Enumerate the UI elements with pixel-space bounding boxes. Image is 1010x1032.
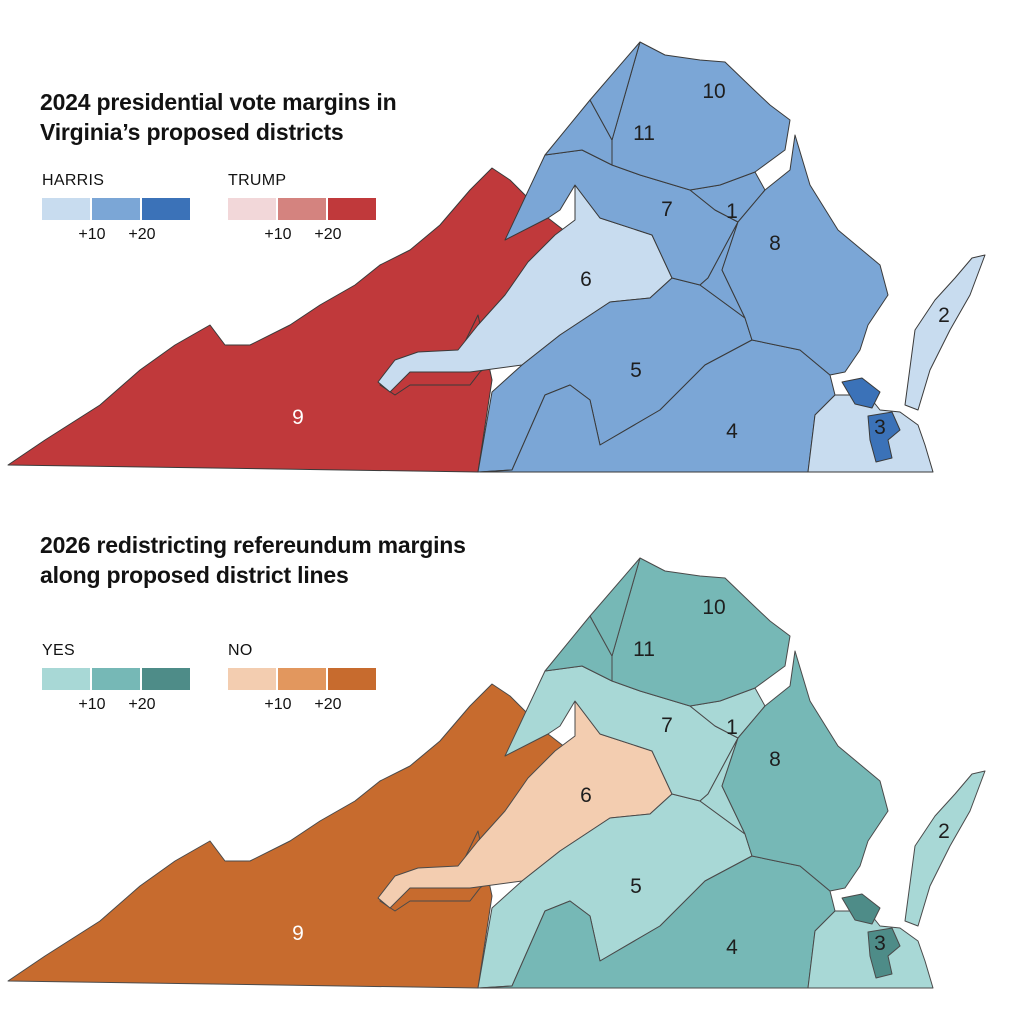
district-label-9: 9 — [292, 406, 304, 429]
district-11-east — [589, 41, 641, 141]
title-line-1: 2024 presidential vote margins in — [40, 89, 397, 115]
district-3-core — [841, 893, 881, 925]
district-11 — [544, 99, 613, 166]
legend-tick-10: +10 — [78, 696, 106, 713]
virginia-district-map: 9 6 5 4 7 1 8 10 11 2 3 — [7, 557, 986, 989]
legend-swatch-low — [42, 198, 90, 220]
district-3-core-south — [867, 411, 901, 463]
legend-swatch-low — [42, 668, 90, 690]
district-label-3: 3 — [874, 416, 886, 439]
legend-label: NO — [228, 642, 253, 659]
legend-swatch-mid — [92, 668, 140, 690]
district-label-11: 11 — [633, 638, 655, 661]
district-2 — [904, 254, 986, 411]
map-title: 2024 presidential vote margins in Virgin… — [40, 87, 397, 147]
legend-tick-10: +10 — [264, 696, 292, 713]
district-label-9: 9 — [292, 922, 304, 945]
title-line-1: 2026 redistricting refereundum margins — [40, 532, 466, 558]
title-line-2: Virginia’s proposed districts — [40, 119, 344, 145]
district-8 — [721, 134, 889, 376]
district-label-4: 4 — [726, 420, 738, 443]
district-label-3: 3 — [874, 932, 886, 955]
district-11-east — [589, 557, 641, 657]
legend-swatch-high — [142, 668, 190, 690]
legend-swatch-mid — [278, 198, 326, 220]
legend-tick-20: +20 — [314, 696, 342, 713]
district-label-8: 8 — [769, 232, 781, 255]
legend-tick-10: +10 — [264, 226, 292, 243]
district-2 — [904, 770, 986, 927]
district-label-7: 7 — [661, 198, 673, 221]
legend-swatch-mid — [278, 668, 326, 690]
district-label-8: 8 — [769, 748, 781, 771]
legend-tick-20: +20 — [128, 226, 156, 243]
legend-label: YES — [42, 642, 75, 659]
virginia-district-map: 9 6 5 4 7 1 8 10 11 2 3 — [7, 41, 986, 473]
district-label-11: 11 — [633, 122, 655, 145]
district-11 — [544, 615, 613, 682]
district-label-2: 2 — [938, 820, 950, 843]
legend-tick-10: +10 — [78, 226, 106, 243]
legend-no: NO +10 +20 — [228, 642, 378, 713]
legend-swatch-high — [142, 198, 190, 220]
legend-swatch-low — [228, 198, 276, 220]
district-10 — [611, 41, 791, 191]
legend-swatch-high — [328, 198, 376, 220]
district-label-1: 1 — [726, 200, 738, 223]
district-label-10: 10 — [702, 80, 725, 103]
district-3-core — [841, 377, 881, 409]
district-label-6: 6 — [580, 268, 592, 291]
district-label-7: 7 — [661, 714, 673, 737]
legend-label: HARRIS — [42, 172, 105, 189]
legend-yes: YES +10 +20 — [42, 642, 192, 713]
legend-tick-20: +20 — [314, 226, 342, 243]
district-label-4: 4 — [726, 936, 738, 959]
map-title: 2026 redistricting refereundum margins a… — [40, 530, 466, 590]
district-8 — [721, 650, 889, 892]
map-panel-2024: 2024 presidential vote margins in Virgin… — [0, 0, 1010, 500]
legend-label: TRUMP — [228, 172, 287, 189]
district-label-1: 1 — [726, 716, 738, 739]
legend-harris: HARRIS +10 +20 — [42, 172, 192, 243]
district-label-6: 6 — [580, 784, 592, 807]
district-3-core-south — [867, 927, 901, 979]
legend-tick-20: +20 — [128, 696, 156, 713]
legend-swatch-low — [228, 668, 276, 690]
district-10 — [611, 557, 791, 707]
district-label-5: 5 — [630, 875, 642, 898]
title-line-2: along proposed district lines — [40, 562, 349, 588]
district-label-5: 5 — [630, 359, 642, 382]
legend-trump: TRUMP +10 +20 — [228, 172, 378, 243]
district-label-10: 10 — [702, 596, 725, 619]
district-label-2: 2 — [938, 304, 950, 327]
map-panel-2026: 2026 redistricting refereundum margins a… — [0, 516, 1010, 1016]
legend-swatch-mid — [92, 198, 140, 220]
legend-swatch-high — [328, 668, 376, 690]
